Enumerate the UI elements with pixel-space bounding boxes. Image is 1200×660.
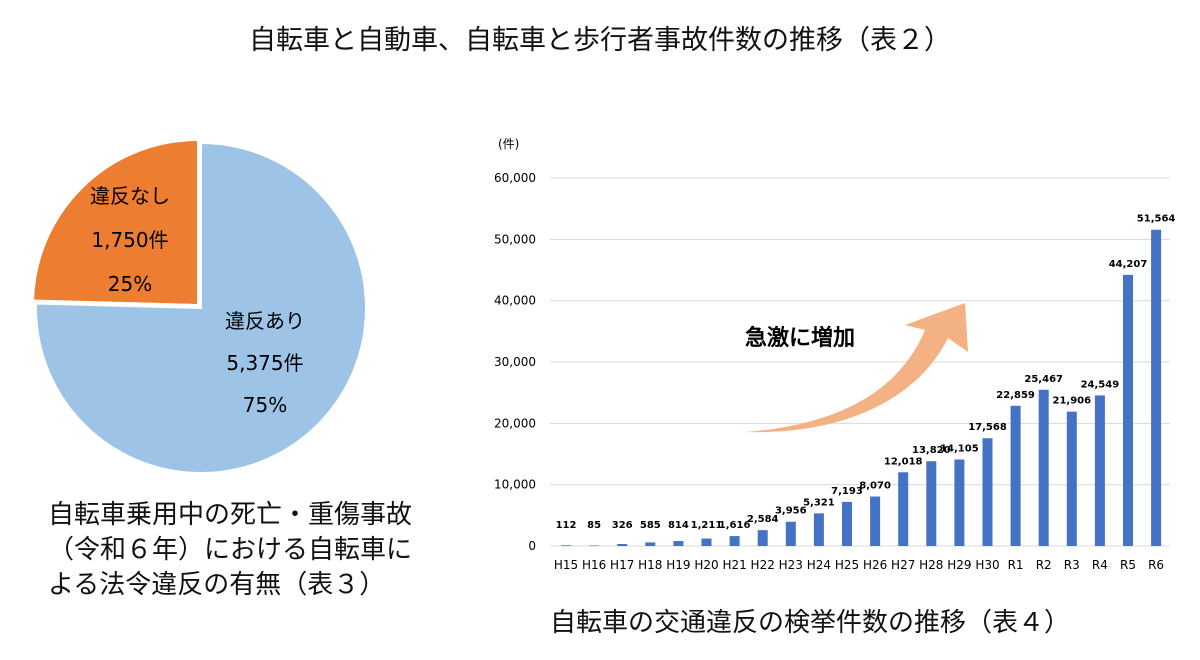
x-tick-label: H28 [919,558,943,572]
x-tick-label: H17 [610,558,634,572]
main-title: 自転車と自動車、自転車と歩行者事故件数の推移（表２） [249,25,951,56]
pie-pct-yes: 75% [243,393,287,417]
pie-slice-violation-yes [35,141,367,474]
x-tick-label: H23 [779,558,803,572]
bar-H15 [561,545,571,546]
bar-H26 [870,496,881,546]
y-tick-label: 0 [528,539,536,553]
bar-H29 [954,459,965,546]
bar-R6 [1151,229,1162,547]
bar-R1 [1010,405,1021,546]
x-tick-label: H26 [863,558,887,572]
pie-count-yes: 5,375件 [226,351,303,375]
pie-label-yes: 違反あり [225,309,305,333]
annotation-text: 急激に増加 [745,325,855,351]
x-tick-label: R3 [1064,558,1080,572]
bar-H17 [617,544,628,546]
data-label: 22,859 [996,390,1035,401]
data-label: 85 [587,520,601,531]
bar-R5 [1123,274,1133,546]
pie-label-no: 違反なし [90,184,170,208]
data-label: 21,906 [1053,396,1092,407]
data-label: 44,207 [1109,259,1148,270]
data-label: 3,956 [775,506,807,517]
data-label: 17,568 [968,422,1007,433]
data-label: 8,070 [859,481,891,492]
bar-H24 [813,513,824,546]
bar-chart: (件) 0 10,000 20,000 30,000 40,000 50,000 60,00… [494,137,1175,572]
data-label: 12,018 [884,456,923,467]
x-tick-label: H24 [807,558,831,572]
y-tick-label: 40,000 [494,294,536,308]
x-tick-label: R2 [1036,558,1052,572]
bar-R4 [1094,395,1105,546]
x-tick-label: H21 [722,558,746,572]
bar-H22 [757,530,768,546]
bar-R3 [1066,411,1077,546]
data-label: 2,584 [747,514,779,525]
data-label: 1,616 [719,520,751,531]
y-tick-label: 60,000 [494,171,536,185]
x-tick-label: H27 [891,558,915,572]
x-tick-label: H22 [751,558,775,572]
pie-chart: 違反あり 5,375件 75% 違反なし 1,750件 25% [32,138,367,474]
x-tick-label: H25 [835,558,859,572]
x-tick-label: H20 [694,558,718,572]
bar-H20 [701,538,712,546]
pie-count-no: 1,750件 [91,228,168,252]
bar-caption: 自転車の交通違反の検挙件数の推移（表４） [550,608,1071,638]
data-label: 13,820 [912,445,951,456]
y-tick-label: 30,000 [494,355,536,369]
bar-H16 [589,545,600,546]
data-label: 51,564 [1137,214,1176,225]
x-tick-label: R1 [1008,558,1024,572]
x-tick-label: H30 [975,558,999,572]
x-tick-label: H19 [666,558,690,572]
increase-arrow-icon [745,303,968,433]
pie-pct-no: 25% [108,272,152,296]
bar-H23 [785,521,796,546]
bar-H18 [645,542,656,546]
data-label: 7,193 [831,486,863,497]
data-label: 814 [668,520,689,531]
x-tick-label: H18 [638,558,662,572]
bar-H28 [926,461,937,546]
x-tick-label: H15 [554,558,578,572]
y-tick-label: 50,000 [494,232,536,246]
data-label: 585 [640,520,661,531]
bar-H30 [982,438,993,546]
data-label: 5,321 [803,497,835,508]
data-label: 112 [556,520,577,531]
x-tick-label: H16 [582,558,606,572]
data-label: 326 [612,520,633,531]
pie-slice-violation-no [32,138,199,307]
bar-R2 [1038,389,1049,546]
x-tick-label: H29 [947,558,971,572]
bar-H21 [729,536,740,546]
data-label: 14,105 [940,443,979,454]
bar-H27 [898,472,909,546]
pie-caption: 自転車乗用中の死亡・重傷事故（令和６年）における自転車による法令違反の有無（表３… [48,500,413,600]
y-tick-label: 10,000 [494,478,536,492]
y-axis-unit: (件) [498,137,519,151]
data-label: 25,467 [1024,374,1063,385]
y-tick-label: 20,000 [494,416,536,430]
data-label: 1,211 [691,520,723,531]
data-label: 24,549 [1081,379,1120,390]
bar-H25 [842,501,852,546]
x-tick-label: R6 [1148,558,1164,572]
bar-H19 [673,541,684,546]
x-tick-label: R4 [1092,558,1108,572]
x-tick-label: R5 [1120,558,1136,572]
